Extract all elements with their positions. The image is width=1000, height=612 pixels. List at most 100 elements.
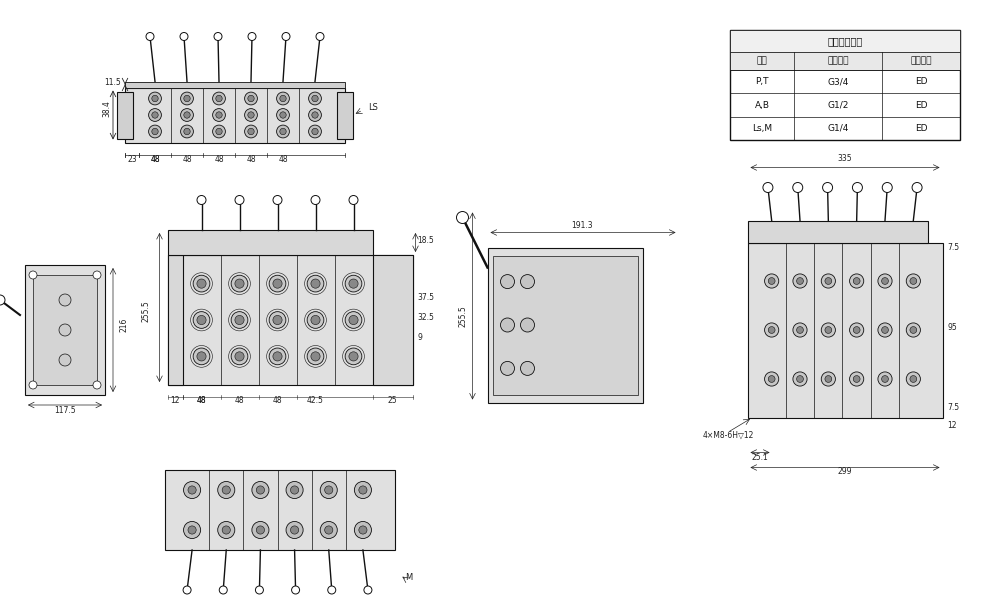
Circle shape — [768, 376, 775, 382]
Circle shape — [218, 482, 235, 499]
Circle shape — [359, 486, 367, 494]
Circle shape — [245, 108, 257, 121]
Circle shape — [146, 32, 154, 40]
Circle shape — [765, 323, 779, 337]
Circle shape — [821, 323, 835, 337]
Circle shape — [312, 112, 318, 118]
Text: LS: LS — [368, 103, 378, 112]
Text: 48: 48 — [150, 154, 160, 163]
Circle shape — [878, 372, 892, 386]
Bar — [168, 255, 183, 385]
Circle shape — [149, 125, 161, 138]
Circle shape — [197, 279, 206, 288]
Circle shape — [793, 274, 807, 288]
Circle shape — [277, 125, 289, 138]
Circle shape — [218, 521, 235, 539]
Text: 255.5: 255.5 — [141, 300, 150, 322]
Circle shape — [311, 315, 320, 324]
Circle shape — [152, 112, 158, 118]
Bar — [33, 275, 97, 385]
Text: 密封形式: 密封形式 — [910, 56, 932, 65]
Circle shape — [307, 312, 324, 329]
Bar — [125, 81, 345, 88]
Text: A,B: A,B — [755, 100, 770, 110]
Bar — [165, 470, 395, 550]
Text: 117.5: 117.5 — [54, 406, 76, 415]
Circle shape — [309, 108, 321, 121]
Text: 油口结构参数: 油口结构参数 — [827, 36, 863, 46]
Text: 名称: 名称 — [757, 56, 768, 65]
Circle shape — [245, 125, 257, 138]
Circle shape — [359, 526, 367, 534]
Text: 11.5: 11.5 — [105, 78, 121, 86]
Text: 42.5: 42.5 — [307, 396, 324, 405]
Circle shape — [793, 182, 803, 193]
Text: 48: 48 — [182, 154, 192, 163]
Text: 9: 9 — [418, 333, 422, 342]
Circle shape — [501, 275, 514, 289]
Circle shape — [273, 195, 282, 204]
Circle shape — [307, 348, 324, 365]
Circle shape — [316, 32, 324, 40]
Circle shape — [345, 312, 362, 329]
Circle shape — [181, 92, 193, 105]
Circle shape — [312, 129, 318, 135]
Circle shape — [325, 526, 333, 534]
Text: 32.5: 32.5 — [418, 313, 434, 322]
Circle shape — [248, 129, 254, 135]
Circle shape — [197, 315, 206, 324]
Text: 油口尺寸: 油口尺寸 — [827, 56, 849, 65]
Circle shape — [184, 95, 190, 102]
Circle shape — [850, 274, 864, 288]
Circle shape — [882, 278, 888, 285]
Circle shape — [29, 381, 37, 389]
Circle shape — [882, 182, 892, 193]
Bar — [730, 52, 960, 70]
Circle shape — [349, 195, 358, 204]
Circle shape — [29, 271, 37, 279]
Text: G1/4: G1/4 — [827, 124, 849, 133]
Text: 12: 12 — [947, 420, 957, 430]
Circle shape — [768, 278, 775, 285]
Text: ED: ED — [915, 77, 927, 86]
Circle shape — [311, 279, 320, 288]
Circle shape — [765, 372, 779, 386]
Circle shape — [222, 526, 230, 534]
Text: 23: 23 — [127, 154, 137, 163]
Circle shape — [910, 327, 917, 334]
Circle shape — [821, 372, 835, 386]
Text: 95: 95 — [947, 323, 957, 332]
Text: P,T: P,T — [755, 77, 769, 86]
Bar — [748, 220, 928, 242]
Circle shape — [364, 586, 372, 594]
Circle shape — [149, 92, 161, 105]
Circle shape — [193, 348, 210, 365]
Circle shape — [256, 486, 265, 494]
Circle shape — [797, 327, 803, 334]
Circle shape — [797, 376, 803, 382]
Circle shape — [501, 318, 514, 332]
Circle shape — [184, 129, 190, 135]
Circle shape — [181, 125, 193, 138]
Text: G1/2: G1/2 — [827, 100, 849, 110]
Bar — [117, 92, 133, 138]
Circle shape — [852, 182, 862, 193]
Bar — [488, 247, 642, 403]
Circle shape — [193, 312, 210, 329]
Text: ED: ED — [915, 124, 927, 133]
Circle shape — [222, 486, 230, 494]
Circle shape — [269, 348, 286, 365]
Circle shape — [354, 482, 371, 499]
Text: 48: 48 — [197, 396, 206, 405]
Text: 48: 48 — [214, 154, 224, 163]
Circle shape — [184, 521, 201, 539]
Circle shape — [292, 586, 300, 594]
Circle shape — [309, 125, 321, 138]
Circle shape — [184, 112, 190, 118]
Text: 48: 48 — [246, 154, 256, 163]
Circle shape — [193, 275, 210, 292]
Text: 48: 48 — [278, 154, 288, 163]
Bar — [373, 255, 413, 385]
Circle shape — [825, 376, 832, 382]
Circle shape — [282, 32, 290, 40]
